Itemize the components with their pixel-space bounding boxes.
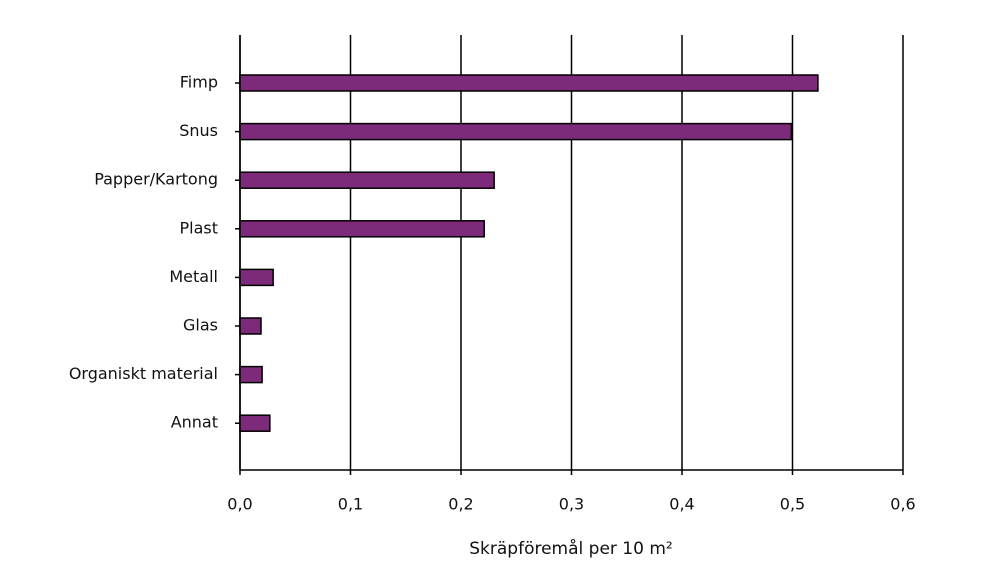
y-tick-label: Metall	[169, 267, 218, 286]
y-tick-label: Organiskt material	[69, 364, 218, 383]
x-tick-label: 0,0	[227, 495, 252, 514]
x-tick-label: 0,1	[338, 495, 363, 514]
bar	[239, 268, 274, 287]
y-tick-label: Glas	[183, 316, 218, 335]
bar	[239, 317, 262, 335]
bar	[239, 74, 819, 92]
x-tick-label: 0,3	[559, 495, 584, 514]
x-tick-label: 0,5	[780, 495, 805, 514]
y-tick-label: Fimp	[180, 73, 218, 92]
bar	[239, 122, 793, 141]
x-axis-label: Skräpföremål per 10 m²	[469, 538, 672, 559]
y-tick-label: Plast	[179, 218, 218, 237]
bar	[239, 365, 263, 384]
bar	[239, 414, 271, 432]
x-tick-label: 0,4	[669, 495, 694, 514]
bar	[239, 171, 495, 189]
y-tick-label: Annat	[171, 413, 218, 432]
y-tick-label: Papper/Kartong	[94, 170, 218, 189]
y-tick-label: Snus	[179, 121, 218, 140]
x-tick-label: 0,2	[448, 495, 473, 514]
x-tick-label: 0,6	[890, 495, 915, 514]
bar	[239, 220, 485, 238]
